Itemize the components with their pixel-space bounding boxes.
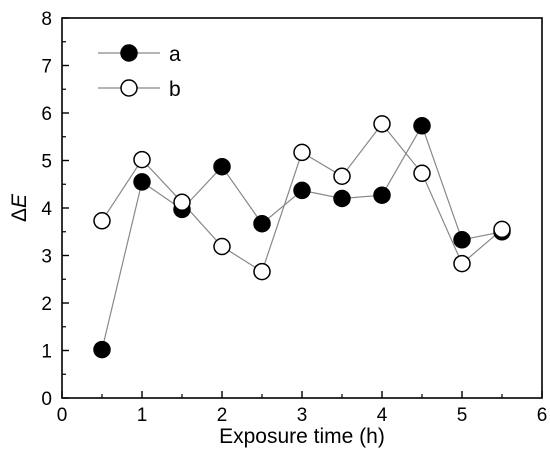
data-point-b	[293, 143, 311, 162]
y-axis-title-var: E	[8, 193, 31, 208]
data-point-b	[493, 220, 511, 239]
ticks-layer: 0 1 2 3 4 5 6 0 1 2 3 4 5 6 7 8	[41, 9, 547, 426]
legend-marker-a	[120, 44, 138, 62]
y-axis-title: ΔE	[8, 193, 31, 222]
data-point-a	[373, 186, 391, 204]
data-point-b	[373, 115, 391, 133]
y-tick-label: 1	[41, 342, 52, 363]
y-tick-label: 3	[41, 247, 52, 268]
legend-label-b: b	[169, 78, 181, 101]
data-point-a	[213, 157, 231, 176]
x-tick-label: 3	[297, 405, 308, 426]
data-point-a	[293, 181, 311, 200]
x-tick-label: 0	[57, 405, 68, 426]
y-tick-label: 4	[41, 199, 52, 220]
data-point-b	[453, 254, 471, 273]
data-point-a	[333, 189, 351, 208]
plot-frame	[61, 17, 543, 399]
y-tick-label: 7	[41, 57, 52, 78]
legend-marker-b	[120, 79, 138, 97]
data-point-a	[253, 214, 271, 233]
data-point-a	[93, 340, 111, 359]
data-point-b	[213, 237, 231, 256]
y-tick-label: 2	[41, 294, 52, 315]
data-point-b	[253, 262, 271, 281]
data-point-b	[133, 150, 151, 169]
data-point-a	[133, 173, 151, 191]
y-tick-label: 8	[41, 9, 52, 30]
series-layer	[93, 115, 511, 359]
legend: a b	[98, 43, 181, 101]
data-point-b	[93, 212, 111, 230]
data-point-a	[453, 231, 471, 249]
y-tick-label: 5	[41, 152, 52, 173]
y-tick-label: 0	[41, 389, 52, 410]
x-tick-label: 6	[537, 405, 548, 426]
legend-label-a: a	[169, 43, 181, 66]
data-point-b	[173, 193, 191, 212]
data-point-b	[333, 167, 351, 185]
x-tick-label: 5	[457, 405, 468, 426]
data-point-a	[413, 117, 431, 135]
x-axis-title: Exposure time (h)	[219, 425, 385, 448]
x-tick-label: 2	[217, 405, 228, 426]
x-tick-label: 1	[137, 405, 148, 426]
x-tick-label: 4	[377, 405, 388, 426]
data-point-b	[413, 164, 431, 183]
y-axis-title-prefix: Δ	[8, 208, 31, 222]
y-tick-label: 6	[41, 104, 52, 125]
